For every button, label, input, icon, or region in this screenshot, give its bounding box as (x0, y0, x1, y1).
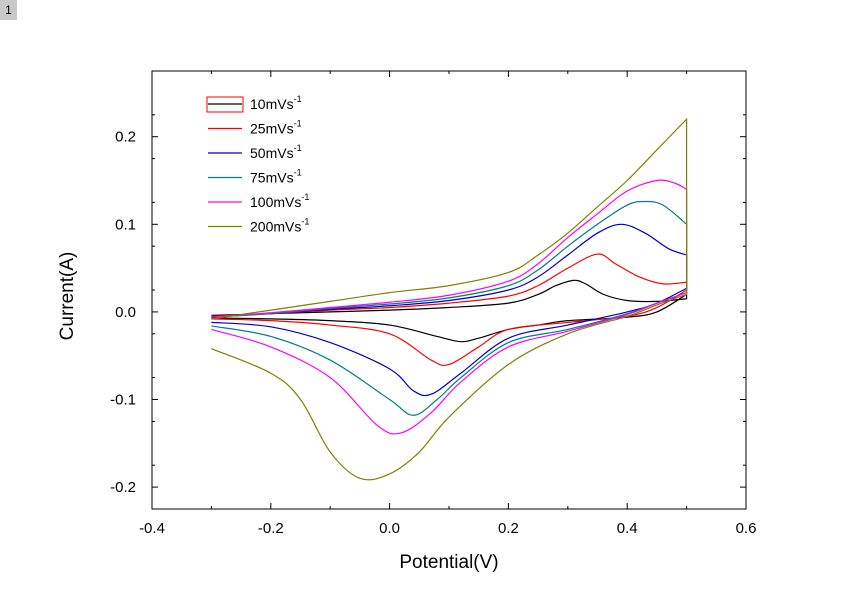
x-tick-label: 0.6 (736, 520, 757, 537)
series-layer (211, 117, 688, 481)
legend-item: 10mVs-1 (206, 94, 302, 113)
x-tick-label: -0.4 (139, 520, 165, 537)
y-tick-label: 0.0 (115, 304, 136, 321)
y-tick-label: 0.2 (115, 129, 136, 146)
x-tick-label: 0.0 (379, 520, 400, 537)
legend-item: 75mVs-1 (208, 168, 302, 186)
legend-label: 75mVs-1 (250, 168, 302, 186)
y-tick-label: -0.2 (110, 479, 136, 496)
legend-label: 100mVs-1 (250, 192, 309, 210)
y-tick-label: 0.1 (115, 216, 136, 233)
legend-label: 10mVs-1 (250, 94, 302, 112)
x-axis: -0.4 -0.2 0.0 0.2 0.4 0.6 (139, 71, 756, 537)
plot-frame (151, 70, 747, 510)
figure-number-badge: 1 (0, 0, 17, 20)
legend-item: 200mVs-1 (208, 217, 309, 235)
x-tick-label: 0.2 (498, 520, 519, 537)
legend-label: 200mVs-1 (250, 217, 309, 235)
legend-label: 25mVs-1 (250, 119, 302, 137)
legend-label: 50mVs-1 (250, 143, 302, 161)
series-line-25mvs (211, 253, 688, 367)
legend-item: 25mVs-1 (208, 119, 302, 137)
legend-selection-box (206, 96, 244, 113)
series-line-200mvs (211, 117, 688, 481)
y-axis-label: Current(A) (57, 252, 78, 341)
legend-item: 100mVs-1 (208, 192, 309, 210)
series-line-50mvs (211, 223, 688, 397)
series-line-75mvs (211, 200, 688, 416)
x-axis-label: Potential(V) (399, 552, 498, 573)
y-tick-label: -0.1 (110, 392, 136, 409)
x-tick-label: 0.4 (617, 520, 638, 537)
plot-border (151, 70, 747, 510)
x-tick-label: -0.2 (258, 520, 284, 537)
legend-item: 50mVs-1 (208, 143, 302, 161)
series-line-10mvs (211, 279, 688, 343)
legend: 10mVs-1 25mVs-1 50mVs-1 75mVs-1 100mVs-1 200m… (206, 94, 309, 235)
series-line-100mvs (211, 179, 688, 435)
y-axis: -0.2 -0.1 0.0 0.1 0.2 (110, 70, 746, 510)
